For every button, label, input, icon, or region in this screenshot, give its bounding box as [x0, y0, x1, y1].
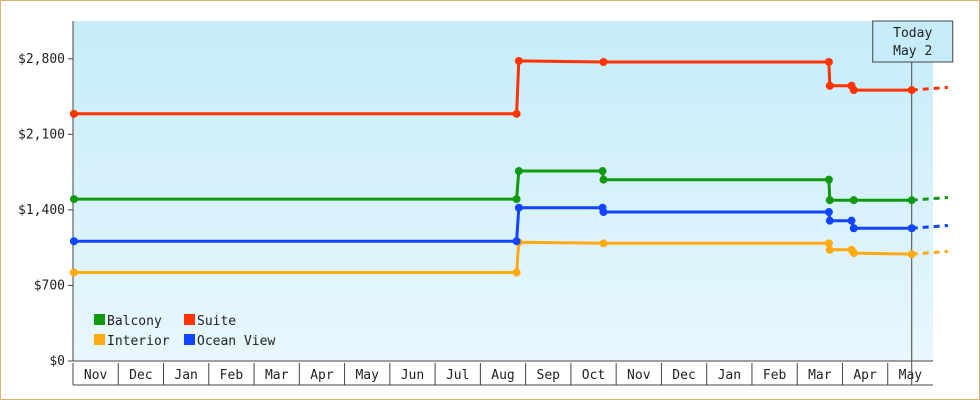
data-point: [599, 239, 608, 248]
data-point: [907, 250, 916, 259]
x-tick-label: Apr: [310, 368, 334, 383]
legend-label: Suite: [197, 314, 236, 329]
x-tick-label: Apr: [853, 368, 877, 383]
legend-swatch: [184, 334, 195, 345]
today-box: [872, 20, 954, 63]
data-point: [514, 56, 523, 65]
legend-swatch: [94, 334, 105, 345]
data-point: [69, 109, 78, 118]
y-tick-label: $700: [34, 278, 65, 293]
data-point: [907, 86, 916, 95]
data-point: [512, 195, 521, 204]
data-point: [512, 109, 521, 118]
x-tick-label: Nov: [84, 368, 108, 383]
x-tick-label: Dec: [672, 368, 695, 383]
today-label: Today: [893, 26, 932, 41]
x-tick-label: Dec: [129, 368, 152, 383]
data-point: [69, 268, 78, 277]
data-point: [514, 203, 523, 212]
y-tick-label: $2,800: [18, 52, 65, 67]
legend-label: Balcony: [107, 314, 162, 329]
x-tick-label: Jul: [446, 368, 469, 383]
data-point: [512, 237, 521, 246]
data-point: [599, 58, 608, 67]
data-point: [825, 216, 834, 225]
data-point: [69, 195, 78, 204]
legend-swatch: [94, 314, 105, 325]
data-point: [847, 216, 856, 225]
x-tick-label: Oct: [582, 368, 605, 383]
legend-label: Ocean View: [197, 334, 275, 349]
legend-swatch: [184, 314, 195, 325]
x-tick-label: Sep: [537, 368, 561, 383]
x-tick-label: Feb: [220, 368, 244, 383]
data-point: [824, 175, 833, 184]
x-tick-label: Mar: [808, 368, 832, 383]
x-tick-label: Jun: [401, 368, 424, 383]
x-tick-label: Nov: [627, 368, 651, 383]
plot-area: [73, 21, 933, 361]
x-tick-label: Jan: [718, 368, 741, 383]
data-point: [599, 208, 608, 217]
data-point: [849, 249, 858, 258]
data-point: [825, 81, 834, 90]
data-point: [824, 208, 833, 217]
data-point: [598, 167, 607, 176]
data-point: [512, 268, 521, 277]
x-tick-label: Feb: [763, 368, 787, 383]
data-point: [825, 245, 834, 254]
x-tick-label: Mar: [265, 368, 289, 383]
y-tick-label: $1,400: [18, 203, 65, 218]
x-tick-label: Jan: [174, 368, 197, 383]
data-point: [849, 196, 858, 205]
today-date: May 2: [893, 44, 932, 59]
x-tick-label: May: [899, 368, 923, 383]
x-tick-label: Aug: [491, 368, 514, 383]
data-point: [824, 239, 833, 248]
data-point: [907, 196, 916, 205]
data-point: [849, 86, 858, 95]
data-point: [825, 196, 834, 205]
y-tick-label: $2,100: [18, 127, 65, 142]
legend-label: Interior: [107, 334, 170, 349]
data-point: [907, 224, 916, 233]
data-point: [824, 58, 833, 67]
y-tick-label: $0: [49, 354, 65, 369]
data-point: [849, 224, 858, 233]
data-point: [599, 175, 608, 184]
data-point: [69, 237, 78, 246]
data-point: [514, 167, 523, 176]
x-tick-label: May: [355, 368, 379, 383]
